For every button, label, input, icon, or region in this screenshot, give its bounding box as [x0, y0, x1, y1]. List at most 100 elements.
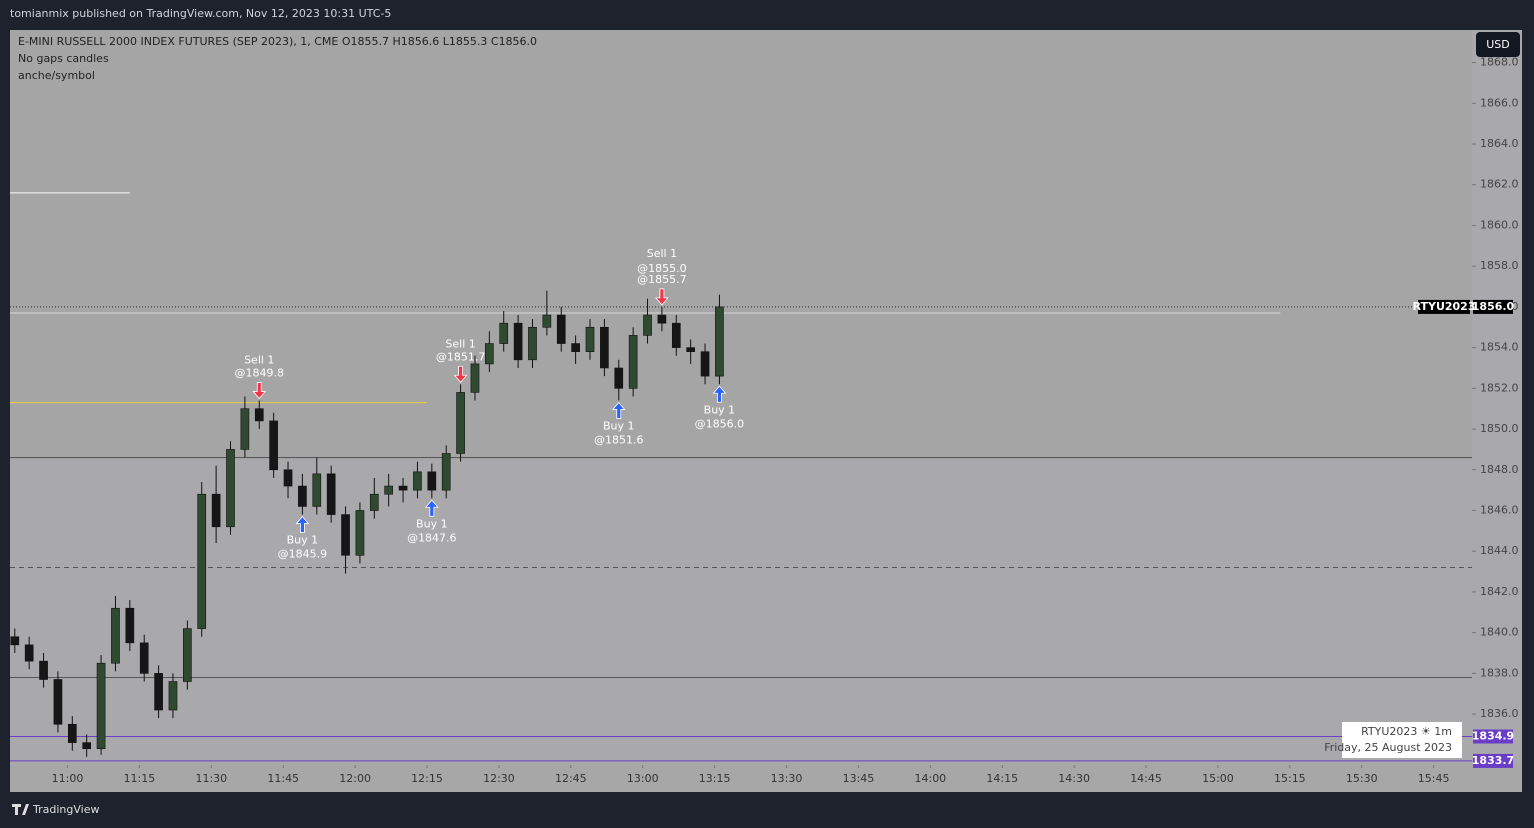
y-tick-label: 1842.0	[1480, 585, 1519, 598]
candle-body	[600, 326, 609, 369]
buy-arrow	[424, 499, 439, 517]
y-tick-label: 1840.0	[1480, 626, 1519, 639]
publisher: tomianmix published on TradingView.com, …	[10, 7, 391, 20]
y-tick-label: 1850.0	[1480, 422, 1519, 435]
x-tick-label: 14:00	[914, 772, 946, 785]
candle-body	[715, 306, 724, 377]
brand: TradingView	[32, 803, 99, 816]
candle-body	[456, 392, 465, 454]
trade-price: @1855.7	[637, 273, 687, 286]
x-tick-label: 14:15	[986, 772, 1018, 785]
x-tick-label: 14:30	[1058, 772, 1090, 785]
x-tick-label: 13:30	[771, 772, 803, 785]
candle-body	[700, 351, 710, 377]
candle-body	[82, 742, 92, 750]
x-tick-label: 15:45	[1418, 772, 1450, 785]
y-tick-label: 1862.0	[1480, 178, 1519, 191]
candle-body	[427, 471, 437, 491]
symbol-tag	[1418, 299, 1470, 314]
trade-price: @1847.6	[407, 531, 457, 544]
trade-side: Buy 1	[287, 534, 319, 547]
trade-price: @1856.0	[695, 417, 745, 430]
candle-body	[53, 679, 63, 725]
trade-side: Buy 1	[704, 403, 736, 416]
candle-body	[96, 662, 106, 750]
candle-body	[269, 420, 278, 471]
candle-body	[542, 314, 552, 328]
candle-body	[485, 343, 494, 365]
candle-body	[139, 642, 149, 674]
subtitle: anche/symbol	[18, 69, 95, 82]
candle-body	[628, 335, 638, 389]
y-tick-label: 1868.0	[1480, 56, 1519, 69]
sell-arrow	[453, 365, 468, 383]
y-tick-label: 1848.0	[1480, 463, 1519, 476]
y-tick-label: 1836.0	[1480, 707, 1519, 720]
x-tick-label: 13:15	[699, 772, 731, 785]
x-tick-label: 12:30	[483, 772, 515, 785]
info-symbol: RTYU2023 ☀ 1m	[1361, 725, 1452, 738]
x-tick-label: 12:00	[339, 772, 371, 785]
trade-price: @1855.0	[637, 262, 687, 275]
trade-side: Buy 1	[416, 517, 448, 530]
candle-body	[470, 363, 480, 393]
trade-price: @1845.9	[278, 548, 328, 561]
info-date: Friday, 25 August 2023	[1324, 741, 1452, 754]
candle-body	[556, 314, 566, 344]
x-tick-label: 11:15	[124, 772, 156, 785]
candle-body	[326, 473, 336, 515]
trade-side: Sell 1	[244, 354, 274, 367]
candle-body	[283, 469, 293, 487]
candle-body	[528, 326, 537, 361]
candle-body	[154, 673, 163, 711]
currency-label[interactable]: USD	[1486, 38, 1510, 51]
y-tick-label: 1846.0	[1480, 503, 1519, 516]
x-tick-label: 12:45	[555, 772, 587, 785]
buy-arrow	[295, 515, 310, 533]
info-box	[1342, 722, 1462, 758]
price-tag	[1473, 299, 1513, 314]
candle-body	[369, 493, 379, 511]
candle-body	[226, 449, 235, 528]
candle-body	[686, 347, 695, 352]
logo-icon	[12, 804, 29, 815]
trade-side: Sell 1	[647, 247, 677, 260]
candle-body	[643, 314, 652, 336]
x-tick-label: 15:30	[1346, 772, 1378, 785]
candle-body	[671, 322, 681, 348]
trade-price: @1851.7	[436, 350, 486, 363]
x-tick-label: 15:00	[1202, 772, 1234, 785]
sell-arrow	[655, 288, 669, 306]
trade-side: Buy 1	[603, 420, 635, 433]
candle-body	[413, 471, 422, 491]
x-tick-label: 15:15	[1274, 772, 1306, 785]
subtitle: No gaps candles	[18, 52, 109, 65]
sell-arrow	[252, 382, 267, 400]
price-tag	[1473, 729, 1513, 744]
candle-body	[168, 681, 178, 711]
y-tick-label: 1854.0	[1480, 341, 1519, 354]
x-tick-label: 11:00	[52, 772, 84, 785]
candle-body	[125, 607, 135, 644]
price-tag-label: 1834.9	[1472, 729, 1514, 742]
y-tick-label: 1866.0	[1480, 96, 1519, 109]
currency-button[interactable]	[1476, 32, 1520, 57]
symbol-tag-label: RTYU2023	[1413, 300, 1476, 313]
candle-body	[211, 493, 221, 528]
candle-body	[312, 473, 322, 507]
upper-zone	[10, 30, 1472, 460]
time-axis	[10, 765, 1522, 792]
y-tick-label: 1864.0	[1480, 137, 1519, 150]
price-tag-label: 1833.7	[1472, 754, 1514, 767]
candle-body	[398, 485, 408, 491]
y-tick-label: 1858.0	[1480, 259, 1519, 272]
candle-body	[355, 510, 365, 556]
trade-price: @1851.6	[594, 434, 644, 447]
candle-body	[341, 514, 350, 556]
trade-price: @1849.8	[235, 367, 285, 380]
candle-body	[441, 453, 451, 491]
candle-body	[10, 636, 20, 646]
y-tick-label: 1838.0	[1480, 666, 1519, 679]
price-tag	[1473, 753, 1513, 768]
